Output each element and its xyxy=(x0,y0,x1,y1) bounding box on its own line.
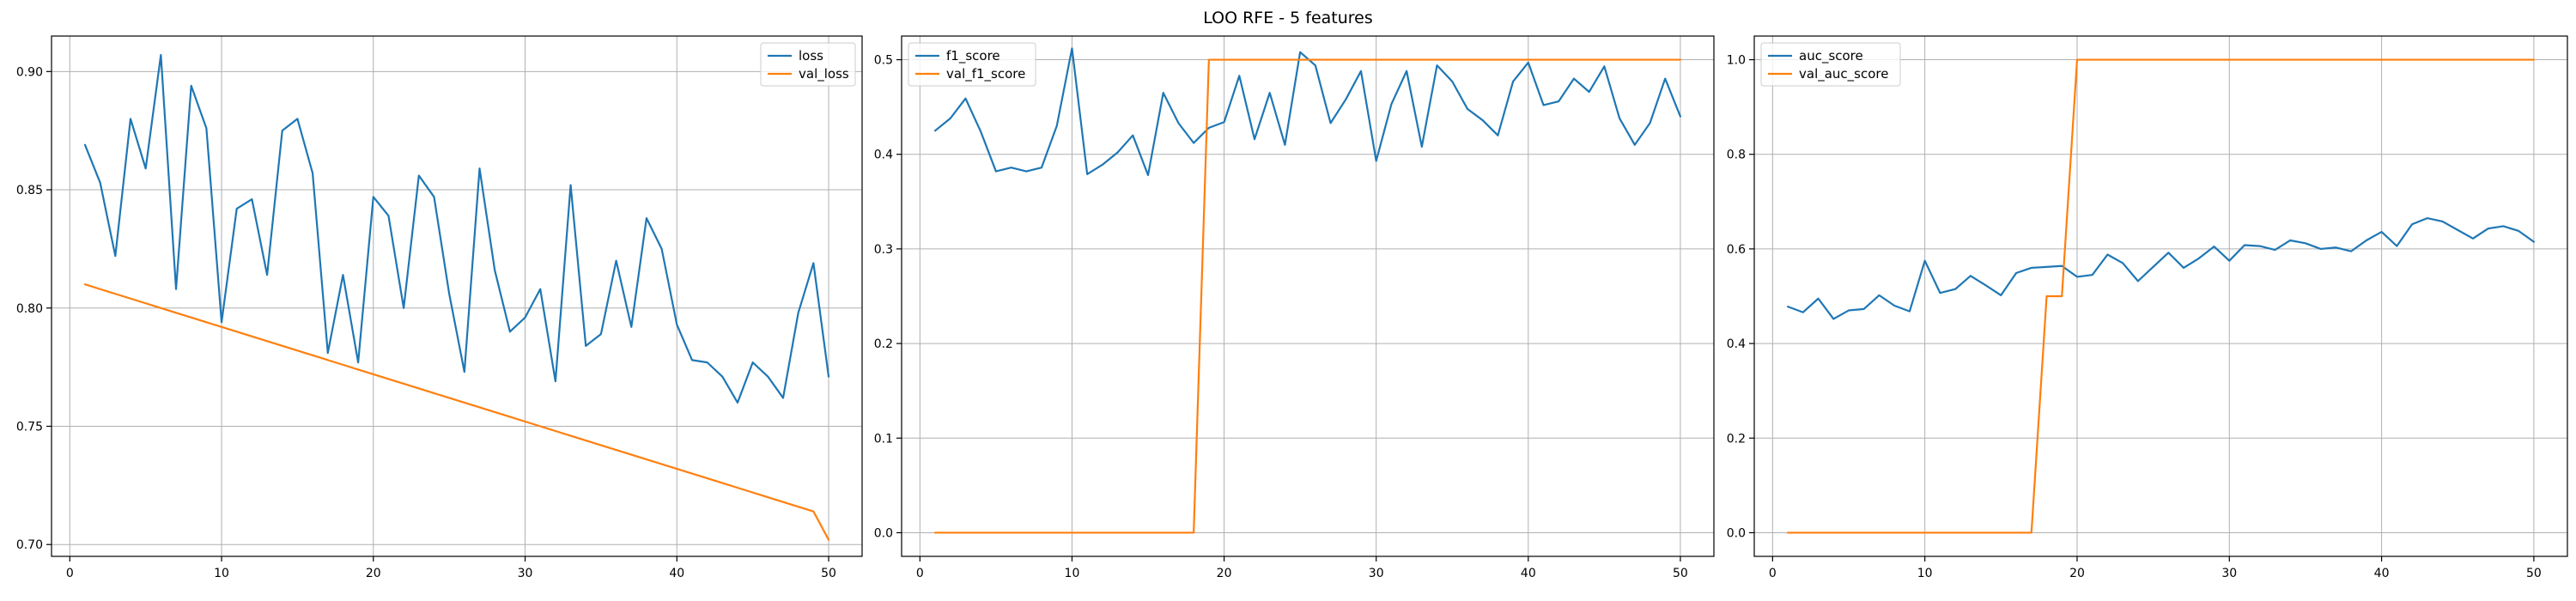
x-tick-label: 40 xyxy=(1521,567,1536,580)
legend-frame xyxy=(908,42,1036,87)
x-tick-label: 20 xyxy=(366,567,381,580)
legend-label-loss: loss xyxy=(799,48,823,64)
legend-label-f1-score: f1_score xyxy=(946,48,1000,64)
x-tick-label: 0 xyxy=(1769,567,1777,580)
plot-area-frame xyxy=(1753,35,2568,557)
subplot-3: 0 10 20 30 40 50 0.0 0.2 0.4 0.6 0.8 1.0 auc_scoreva… xyxy=(1727,35,2568,580)
x-tick-label: 20 xyxy=(2069,567,2085,580)
y-tick-label: 0.2 xyxy=(1727,432,1746,446)
y-tick-label: 0.0 xyxy=(1727,526,1746,540)
legend-frame xyxy=(1760,42,1901,87)
y-tick-label: 0.2 xyxy=(874,337,893,351)
x-tick-label: 10 xyxy=(1917,567,1933,580)
y-tick-label: 1.0 xyxy=(1727,54,1746,68)
legend-label-val-f1-score: val_f1_score xyxy=(946,66,1025,82)
y-tick-label: 0.80 xyxy=(16,302,43,316)
y-tick-label: 0.85 xyxy=(16,184,43,197)
legend-frame xyxy=(760,42,856,87)
subplot-2: 0 10 20 30 40 50 0.0 0.1 0.2 0.3 0.4 0.5 f1_scoreval… xyxy=(874,35,1715,580)
legend: f1_score val_f1_score xyxy=(908,42,1036,87)
y-tick-label: 0.6 xyxy=(1727,243,1746,257)
x-tick-label: 20 xyxy=(1217,567,1232,580)
x-tick-label: 0 xyxy=(66,567,74,580)
x-tick-label: 30 xyxy=(1369,567,1384,580)
series-line-val-loss xyxy=(83,283,830,541)
figure-title: LOO RFE - 5 features xyxy=(1203,9,1373,27)
series-line-auc-score xyxy=(1787,217,2535,320)
x-tick-label: 50 xyxy=(2526,567,2542,580)
y-tick-label: 0.75 xyxy=(16,421,43,434)
series-line-val-f1-score xyxy=(933,58,1682,534)
legend-label-val-loss: val_loss xyxy=(799,66,849,82)
y-tick-label: 0.70 xyxy=(16,538,43,552)
x-tick-label: 50 xyxy=(821,567,836,580)
y-tick-label: 0.8 xyxy=(1727,149,1746,162)
x-tick-label: 10 xyxy=(214,567,229,580)
x-tick-label: 30 xyxy=(2221,567,2237,580)
x-tick-label: 10 xyxy=(1065,567,1080,580)
legend: auc_score val_auc_score xyxy=(1760,42,1901,87)
plot-area-frame xyxy=(901,35,1715,557)
legend-label-val-auc-score: val_auc_score xyxy=(1799,66,1889,82)
y-tick-label: 0.5 xyxy=(874,54,893,68)
y-tick-label: 0.3 xyxy=(874,243,893,257)
legend-label-auc-score: auc_score xyxy=(1799,48,1863,64)
series-line-val-auc-score xyxy=(1787,58,2535,534)
x-tick-label: 50 xyxy=(1673,567,1688,580)
y-tick-label: 0.90 xyxy=(16,65,43,79)
legend: loss val_loss xyxy=(760,42,856,87)
x-tick-label: 40 xyxy=(2374,567,2390,580)
x-tick-label: 40 xyxy=(669,567,684,580)
plot-area-frame xyxy=(51,35,863,557)
subplots: 0 10 20 30 40 500.700.750.800.850.90lossval_l… xyxy=(16,35,2568,580)
y-tick-label: 0.1 xyxy=(874,432,893,446)
series-line-loss xyxy=(83,53,830,404)
series-line-f1-score xyxy=(933,47,1682,177)
y-tick-label: 0.0 xyxy=(874,526,893,540)
y-tick-label: 0.4 xyxy=(1727,337,1746,351)
y-tick-label: 0.4 xyxy=(874,149,893,162)
x-tick-label: 0 xyxy=(916,567,924,580)
subplot-1: 0 10 20 30 40 50 0.70 0.75 0.80 0.85 0.90 loss val_l… xyxy=(16,35,863,580)
x-tick-label: 30 xyxy=(518,567,533,580)
